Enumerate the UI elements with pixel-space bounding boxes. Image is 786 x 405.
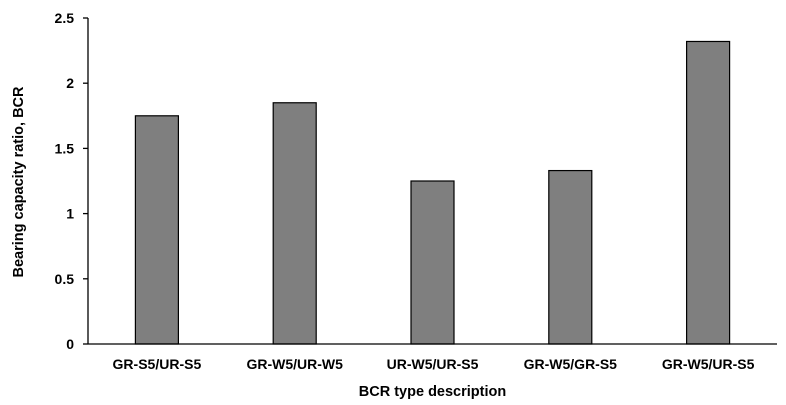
y-tick-label: 2 <box>66 75 74 91</box>
y-tick-label: 1.5 <box>55 140 75 156</box>
y-tick-label: 2.5 <box>55 10 75 26</box>
y-tick-label: 0 <box>66 336 74 352</box>
x-tick-label: GR-S5/UR-S5 <box>113 356 202 372</box>
y-ticks-layer: 0 0.5 1 1.5 2 2.5 <box>55 10 88 352</box>
axes-layer <box>87 18 777 345</box>
y-tick-label: 0.5 <box>55 271 75 287</box>
bar-gr-w5-ur-w5 <box>272 102 317 345</box>
x-tick-labels-layer: GR-S5/UR-S5 GR-W5/UR-W5 UR-W5/UR-S5 GR-W5/G… <box>113 356 755 372</box>
bar-gr-w5-gr-s5 <box>548 169 593 345</box>
x-tick-label: GR-W5/UR-W5 <box>246 356 343 372</box>
x-tick-label: GR-W5/GR-S5 <box>524 356 618 372</box>
bars-layer <box>134 40 731 345</box>
x-tick-label: GR-W5/UR-S5 <box>662 356 755 372</box>
x-tick-label: UR-W5/UR-S5 <box>387 356 479 372</box>
bar-gr-s5-ur-s5 <box>134 115 179 345</box>
bar-ur-w5-ur-s5 <box>410 180 455 345</box>
y-axis-title: Bearing capacity ratio, BCR <box>11 86 27 277</box>
x-axis-title: BCR type description <box>359 384 506 400</box>
bar-gr-w5-ur-s5 <box>685 40 731 345</box>
y-tick-label: 1 <box>66 206 74 222</box>
